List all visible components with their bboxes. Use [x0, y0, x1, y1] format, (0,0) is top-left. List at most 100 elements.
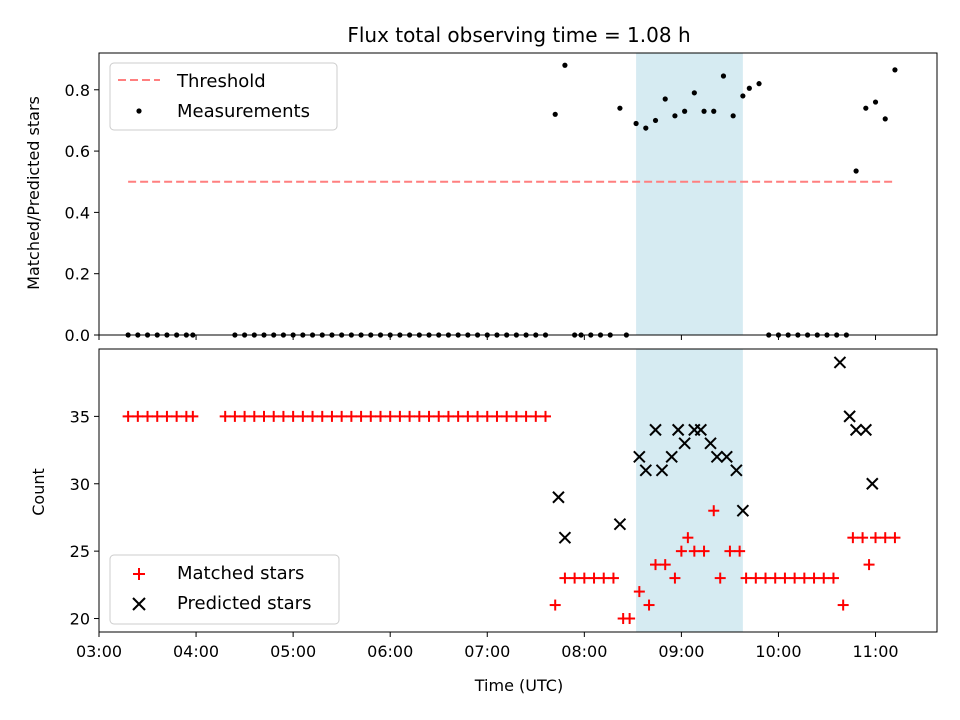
- bottom-series: [122, 356, 901, 625]
- matched-star-marker: [520, 410, 532, 422]
- measurement-point: [672, 113, 678, 119]
- measurement-point: [552, 111, 558, 117]
- predicted-star-marker: [710, 450, 724, 464]
- matched-star-marker: [394, 410, 406, 422]
- matched-star-marker: [750, 572, 762, 584]
- top-legend-box: [109, 62, 338, 131]
- matched-star-marker: [365, 410, 377, 422]
- predicted-star-marker: [678, 437, 691, 450]
- matched-star-marker: [277, 410, 289, 422]
- matched-star-marker: [187, 410, 199, 422]
- matched-star-marker: [669, 572, 681, 584]
- matched-star-marker: [889, 532, 901, 544]
- matched-star-marker: [258, 410, 270, 422]
- matched-legend-swatch: [133, 568, 145, 580]
- matched-star-marker: [734, 545, 746, 557]
- bottom-x-axis: 03:00 04:00 05:00 06:00 07:00 08:00 09:00 10:00…: [76, 632, 899, 661]
- bottom-legend-box: [109, 554, 340, 625]
- predicted-star-marker: [866, 477, 879, 490]
- matched-star-marker: [714, 572, 726, 584]
- matched-star-marker: [491, 410, 503, 422]
- matched-star-marker: [345, 410, 357, 422]
- predicted-star-marker: [655, 464, 669, 477]
- measurements-legend-label: Measurements: [177, 101, 310, 122]
- top-y-axis: 0.0 0.2 0.4 0.6 0.8: [65, 81, 99, 345]
- matched-star-marker: [698, 545, 710, 557]
- measurement-point: [562, 62, 568, 68]
- top-y-tick-label: 0.2: [65, 265, 90, 284]
- matched-star-marker: [501, 410, 513, 422]
- matched-star-marker: [374, 410, 386, 422]
- bottom-y-axis-label: Count: [29, 468, 48, 516]
- matched-star-marker: [588, 572, 600, 584]
- matched-star-marker: [268, 410, 280, 422]
- top-y-tick-label: 0.8: [65, 81, 90, 100]
- matched-star-marker: [510, 410, 522, 422]
- matched-star-marker: [540, 410, 552, 422]
- measurement-point: [633, 120, 639, 127]
- matched-star-marker: [452, 410, 464, 422]
- measurement-point: [691, 90, 697, 96]
- predicted-star-marker: [843, 410, 856, 423]
- bottom-x-axis-label: Time (UTC): [474, 676, 563, 695]
- matched-star-marker: [808, 572, 820, 584]
- bottom-y-tick-label: 35: [70, 407, 90, 426]
- matched-legend-label: Matched stars: [177, 563, 304, 584]
- bottom-y-tick-label: 25: [70, 542, 90, 561]
- measurement-point: [617, 105, 623, 111]
- bottom-plot-frame: [98, 348, 938, 633]
- matched-star-marker: [404, 410, 416, 422]
- matched-star-marker: [472, 410, 484, 422]
- matched-star-marker: [326, 410, 338, 422]
- measurement-point: [746, 85, 752, 91]
- matched-star-marker: [857, 532, 869, 544]
- measurements-legend-swatch: [136, 108, 142, 114]
- matched-star-marker: [650, 559, 662, 571]
- measurement-point: [756, 81, 762, 87]
- predicted-star-marker: [665, 450, 678, 464]
- matched-star-marker: [633, 586, 645, 598]
- predicted-star-marker: [671, 423, 685, 437]
- matched-star-marker: [578, 572, 590, 584]
- matched-star-marker: [297, 410, 309, 422]
- matched-star-marker: [624, 613, 636, 625]
- matched-star-marker: [798, 572, 810, 584]
- matched-star-marker: [847, 532, 859, 544]
- top-panel: 0.00.20.40.60.8 Matched/Predicted stars …: [24, 52, 938, 345]
- predicted-star-marker: [730, 464, 743, 477]
- matched-star-marker: [248, 410, 260, 422]
- matched-star-marker: [779, 572, 791, 584]
- measurement-point: [643, 125, 649, 131]
- predicted-legend-swatch: [132, 597, 146, 611]
- matched-star-marker: [818, 572, 830, 584]
- matched-star-marker: [462, 410, 474, 422]
- matched-star-marker: [142, 410, 154, 422]
- matched-star-marker: [530, 410, 542, 422]
- predicted-star-marker: [859, 423, 873, 437]
- measurement-point: [711, 108, 717, 114]
- matched-star-marker: [607, 572, 619, 584]
- matched-star-marker: [239, 410, 251, 422]
- measurement-point: [892, 67, 898, 73]
- measurement-point: [652, 117, 659, 124]
- matched-star-marker: [413, 410, 425, 422]
- measurement-point: [872, 99, 879, 105]
- matched-star-marker: [682, 532, 694, 544]
- matched-star-marker: [769, 572, 781, 584]
- matched-star-marker: [481, 410, 493, 422]
- bottom-x-tick-label: 09:00: [658, 642, 704, 661]
- matched-star-marker: [724, 545, 736, 557]
- threshold-legend-label: Threshold: [176, 71, 266, 92]
- matched-star-marker: [316, 410, 328, 422]
- bottom-legend: Matched stars Predicted stars: [109, 554, 340, 625]
- bottom-y-axis: 20 25 30 35: [70, 407, 99, 629]
- top-band: [636, 53, 743, 335]
- predicted-star-marker: [720, 450, 733, 464]
- matched-star-marker: [598, 572, 610, 584]
- matched-star-marker: [760, 572, 772, 584]
- matched-star-marker: [643, 599, 655, 611]
- matched-star-marker: [879, 532, 891, 544]
- bottom-y-tick-label: 30: [70, 475, 90, 494]
